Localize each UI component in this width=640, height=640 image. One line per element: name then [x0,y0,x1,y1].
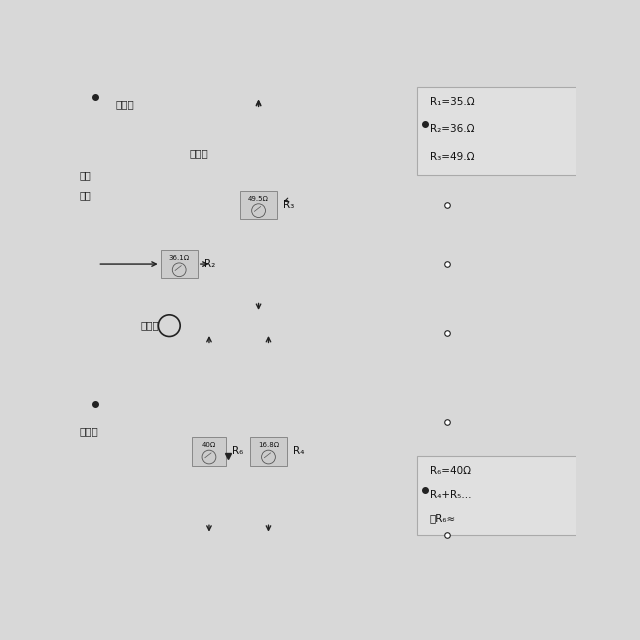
Bar [417,86,586,175]
Text: R₃: R₃ [283,200,294,210]
Text: R₄+R₅…: R₄+R₅… [429,490,471,500]
Text: 绕组: 绕组 [80,190,92,200]
Text: 主绕组: 主绕组 [140,321,159,331]
Bar [161,250,198,278]
Text: 即R₆≈: 即R₆≈ [429,513,456,524]
Text: R₄: R₄ [293,446,305,456]
Text: R₆=40Ω: R₆=40Ω [429,466,470,476]
Text: 16.8Ω: 16.8Ω [258,442,279,448]
Text: 36.1Ω: 36.1Ω [168,255,190,260]
Bar [191,437,227,466]
Text: R₃=49.Ω: R₃=49.Ω [429,152,474,162]
Text: 49.5Ω: 49.5Ω [248,196,269,202]
Bar [250,437,287,466]
Bar [417,456,586,535]
Text: 副绕组: 副绕组 [80,427,99,436]
Bar [240,191,277,220]
Text: 主绕组: 主绕组 [115,99,134,109]
Text: 副绕组: 副绕组 [189,148,208,158]
Text: R₁=35.Ω: R₁=35.Ω [429,97,474,106]
Text: R₆: R₆ [232,446,244,456]
Text: 公共: 公共 [80,170,92,180]
Text: R₂=36.Ω: R₂=36.Ω [429,124,474,134]
Text: R₂: R₂ [204,259,215,269]
Text: 40Ω: 40Ω [202,442,216,448]
